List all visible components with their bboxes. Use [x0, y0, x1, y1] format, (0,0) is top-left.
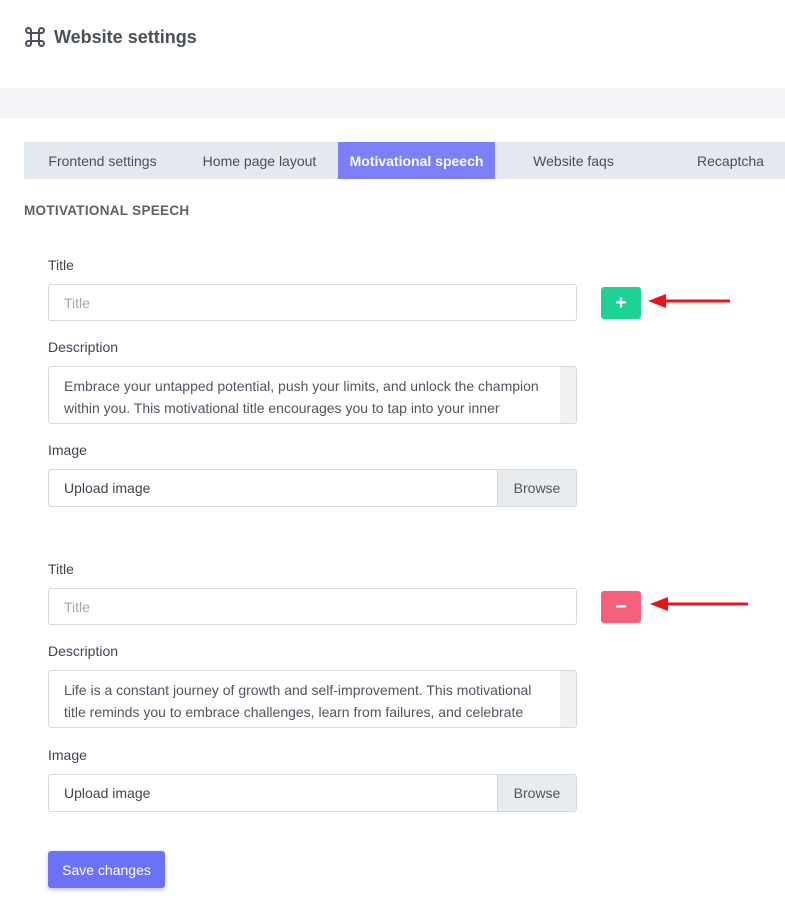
upload-group: Upload image Browse	[48, 774, 577, 812]
tabs: Frontend settings Home page layout Motiv…	[24, 142, 785, 179]
description-text: Life is a constant journey of growth and…	[64, 682, 532, 720]
page-title: Website settings	[54, 26, 197, 47]
save-button[interactable]: Save changes	[48, 851, 165, 888]
upload-field[interactable]: Upload image	[64, 480, 151, 496]
red-arrow	[650, 597, 748, 611]
placeholder: Title	[64, 294, 90, 311]
placeholder: Title	[64, 598, 90, 615]
speech-item: Title Title Description Embrace your unt…	[0, 257, 785, 525]
remove-button[interactable]: −	[601, 591, 641, 623]
label: Title	[48, 257, 74, 273]
add-button[interactable]: +	[601, 287, 641, 319]
label: Image	[48, 747, 87, 763]
label: Image	[48, 442, 87, 458]
red-arrow	[648, 294, 730, 308]
tab[interactable]: Home page layout	[202, 152, 317, 169]
description-textarea[interactable]: Life is a constant journey of growth and…	[48, 670, 577, 728]
title-input[interactable]: Title	[48, 588, 577, 625]
band	[0, 88, 785, 118]
upload-group: Upload image Browse	[48, 469, 577, 507]
description-text: Embrace your untapped potential, push yo…	[64, 378, 539, 416]
label: Description	[48, 339, 119, 355]
label: Description	[48, 643, 119, 659]
tab-active[interactable]: Motivational speech	[338, 142, 495, 179]
description-textarea[interactable]: Embrace your untapped potential, push yo…	[48, 366, 577, 424]
scrollbar	[560, 367, 576, 423]
section-title: MOTIVATIONAL SPEECH	[24, 203, 190, 218]
tab[interactable]: Recaptcha	[697, 152, 764, 169]
tab[interactable]: Website faqs	[533, 152, 614, 169]
label: Title	[48, 561, 74, 577]
upload-field[interactable]: Upload image	[64, 785, 151, 801]
browse-button[interactable]: Browse	[497, 775, 576, 811]
speech-item: Title Title Description Life is a consta…	[0, 561, 785, 829]
tab[interactable]: Frontend settings	[48, 152, 157, 169]
title-input[interactable]: Title	[48, 284, 577, 321]
browse-button[interactable]: Browse	[497, 470, 576, 506]
scrollbar	[560, 671, 576, 727]
header: Website settings	[24, 26, 197, 48]
command-icon	[25, 27, 45, 47]
